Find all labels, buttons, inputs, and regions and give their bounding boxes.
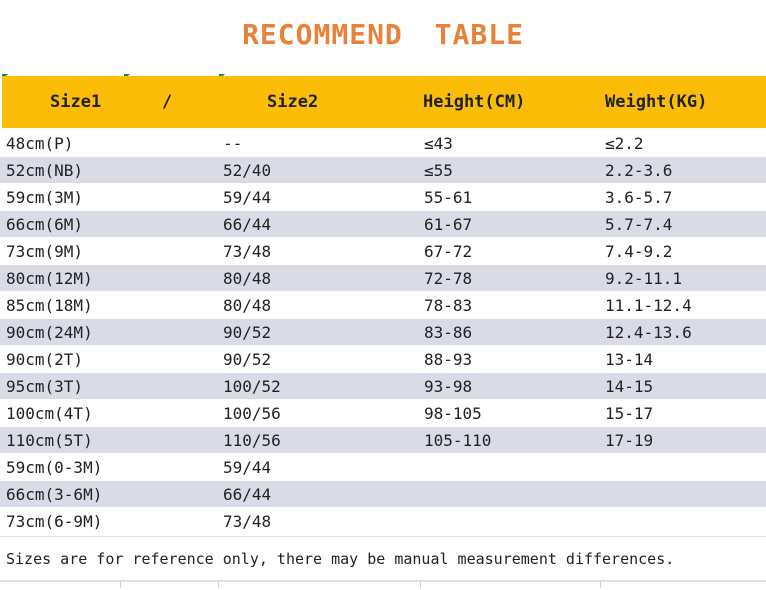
cell-height: 67-72 — [424, 242, 473, 261]
cell-size2: 73/48 — [223, 242, 272, 261]
table-row: 66cm(3-6M) 66/44 — [0, 481, 766, 508]
table-row: 90cm(24M) 90/52 83-86 12.4-13.6 — [0, 319, 766, 346]
cell-size1: 90cm(2T) — [6, 350, 84, 369]
cell-size1: 90cm(24M) — [6, 323, 93, 342]
cell-height: 72-78 — [424, 269, 473, 288]
cell-weight: 13-14 — [605, 350, 654, 369]
cell-height: 93-98 — [424, 377, 473, 396]
table-row: 52cm(NB) 52/40 ≤55 2.2-3.6 — [0, 157, 766, 184]
cell-size1: 110cm(5T) — [6, 431, 93, 450]
cell-size1: 59cm(0-3M) — [6, 458, 103, 477]
table-header: Size1 / Size2 Height(CM) Weight(KG) — [2, 76, 766, 128]
cell-height: 98-105 — [424, 404, 482, 423]
cell-height: 78-83 — [424, 296, 473, 315]
cell-size2: 90/52 — [223, 323, 272, 342]
table-row: 73cm(9M) 73/48 67-72 7.4-9.2 — [0, 238, 766, 265]
cell-size1: 73cm(6-9M) — [6, 512, 103, 531]
cell-height: 55-61 — [424, 188, 473, 207]
cell-size2: 80/48 — [223, 296, 272, 315]
cell-weight: 15-17 — [605, 404, 654, 423]
cell-size2: 52/40 — [223, 161, 272, 180]
cell-size2: 66/44 — [223, 485, 272, 504]
header-size2: Size2 — [267, 92, 319, 112]
cell-size2: 100/56 — [223, 404, 281, 423]
cell-height: 61-67 — [424, 215, 473, 234]
cell-size2: -- — [223, 134, 243, 153]
table-row: 48cm(P) -- ≤43 ≤2.2 — [0, 130, 766, 157]
header-weight: Weight(KG) — [605, 92, 708, 112]
table-row: 90cm(2T) 90/52 88-93 13-14 — [0, 346, 766, 373]
table-row: 66cm(6M) 66/44 61-67 5.7-7.4 — [0, 211, 766, 238]
cell-size2: 66/44 — [223, 215, 272, 234]
table-row: 59cm(3M) 59/44 55-61 3.6-5.7 — [0, 184, 766, 211]
reference-note: Sizes are for reference only, there may … — [6, 550, 675, 568]
header-height: Height(CM) — [423, 92, 526, 112]
cell-size2: 110/56 — [223, 431, 281, 450]
cell-size1: 48cm(P) — [6, 134, 74, 153]
divider — [600, 582, 601, 588]
divider — [120, 582, 121, 588]
table-row: 100cm(4T) 100/56 98-105 15-17 — [0, 400, 766, 427]
cell-size1: 59cm(3M) — [6, 188, 84, 207]
divider — [420, 582, 421, 588]
cell-weight: 2.2-3.6 — [605, 161, 673, 180]
cell-weight: 9.2-11.1 — [605, 269, 683, 288]
table-row: 59cm(0-3M) 59/44 — [0, 454, 766, 481]
table-body: 48cm(P) -- ≤43 ≤2.2 52cm(NB) 52/40 ≤55 2.2-3.6 5… — [0, 130, 766, 535]
cell-size1: 66cm(6M) — [6, 215, 84, 234]
cell-size1: 66cm(3-6M) — [6, 485, 103, 504]
cell-weight: 3.6-5.7 — [605, 188, 673, 207]
cell-height: ≤43 — [424, 134, 453, 153]
table-row: 85cm(18M) 80/48 78-83 11.1-12.4 — [0, 292, 766, 319]
cell-weight: ≤2.2 — [605, 134, 644, 153]
cell-size1: 95cm(3T) — [6, 377, 84, 396]
cell-size2: 59/44 — [223, 188, 272, 207]
bottom-border — [0, 580, 766, 590]
cell-weight: 14-15 — [605, 377, 654, 396]
cell-height: 88-93 — [424, 350, 473, 369]
table-row: 110cm(5T) 110/56 105-110 17-19 — [0, 427, 766, 454]
table-row: 73cm(6-9M) 73/48 — [0, 508, 766, 535]
cell-size2: 73/48 — [223, 512, 272, 531]
table-row: 80cm(12M) 80/48 72-78 9.2-11.1 — [0, 265, 766, 292]
header-slash: / — [162, 92, 173, 112]
cell-size2: 80/48 — [223, 269, 272, 288]
cell-weight: 12.4-13.6 — [605, 323, 692, 342]
cell-size1: 80cm(12M) — [6, 269, 93, 288]
table-title: RECOMMEND TABLE — [242, 18, 524, 51]
cell-size1: 52cm(NB) — [6, 161, 84, 180]
cell-height: 105-110 — [424, 431, 492, 450]
cell-weight: 11.1-12.4 — [605, 296, 692, 315]
cell-weight: 17-19 — [605, 431, 654, 450]
divider — [0, 536, 766, 537]
cell-size1: 85cm(18M) — [6, 296, 93, 315]
cell-size1: 73cm(9M) — [6, 242, 84, 261]
cell-size1: 100cm(4T) — [6, 404, 93, 423]
cell-size2: 90/52 — [223, 350, 272, 369]
table-row: 95cm(3T) 100/52 93-98 14-15 — [0, 373, 766, 400]
cell-size2: 100/52 — [223, 377, 281, 396]
cell-weight: 7.4-9.2 — [605, 242, 673, 261]
cell-height: ≤55 — [424, 161, 453, 180]
header-size1: Size1 — [50, 92, 102, 112]
divider — [218, 582, 219, 588]
cell-size2: 59/44 — [223, 458, 272, 477]
cell-height: 83-86 — [424, 323, 473, 342]
cell-weight: 5.7-7.4 — [605, 215, 673, 234]
